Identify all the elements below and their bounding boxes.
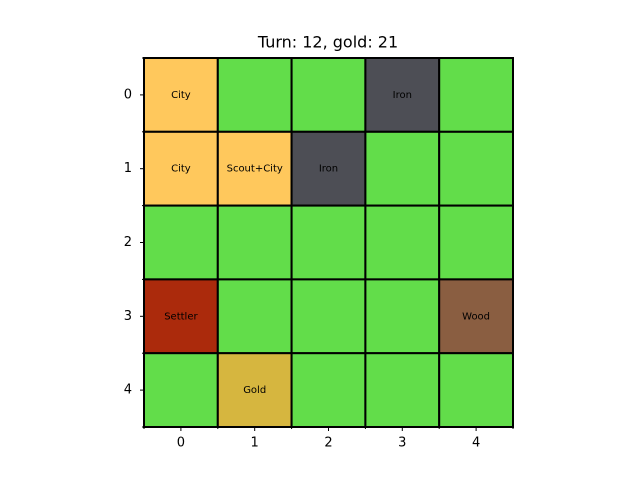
tile [143,352,219,429]
y-tick-label: 1 [124,161,132,176]
tile-label: Settler [164,311,198,322]
tile [364,57,441,133]
tile [364,278,441,355]
tile [216,57,293,133]
y-tick-label: 3 [124,309,132,324]
tile [438,204,515,281]
tile [216,204,293,281]
tile [216,278,293,355]
tile [438,57,515,133]
tile-label: Iron [393,90,412,101]
tile [290,204,367,281]
x-tick-label: 2 [324,436,332,451]
tile-label: City [171,90,191,101]
tile [438,352,515,429]
tile [364,204,441,281]
x-tick-label: 4 [472,436,480,451]
tile [143,204,219,281]
x-tick-label: 1 [251,436,259,451]
y-tick-label: 2 [124,235,132,250]
tile [290,57,367,133]
title: Turn: 12, gold: 21 [257,33,398,52]
tile [290,278,367,355]
y-tick-label: 4 [124,383,132,398]
tile [364,352,441,429]
tile-label: Gold [243,385,266,396]
tile-label: City [171,164,191,175]
tile-label: Wood [462,311,490,322]
tile [438,130,515,207]
x-tick-label: 3 [398,436,406,451]
tile [216,352,293,429]
x-tick-label: 0 [177,436,185,451]
tile-label: Iron [319,164,338,175]
tile [364,130,441,207]
tile [290,352,367,429]
y-tick-label: 0 [124,87,132,102]
tile-label: Scout+City [227,164,283,175]
